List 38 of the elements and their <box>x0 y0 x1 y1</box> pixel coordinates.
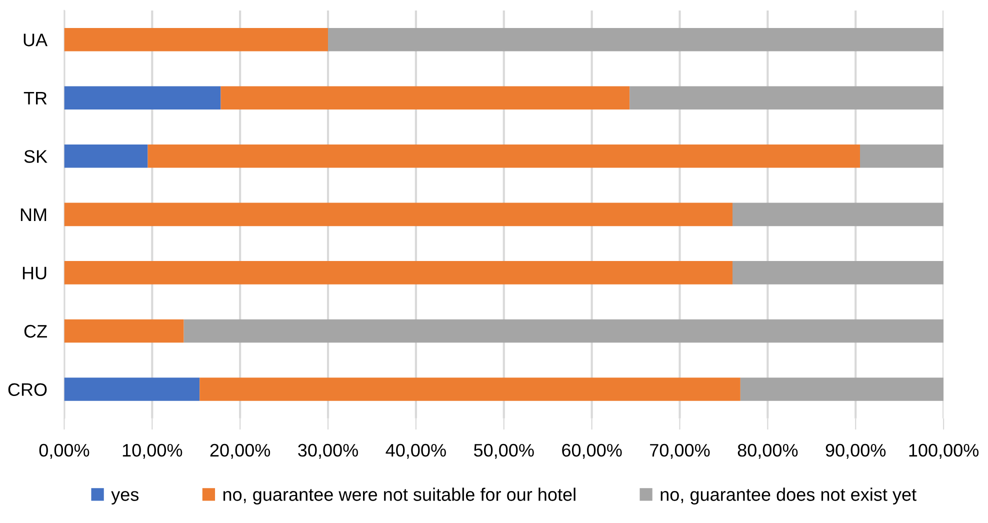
x-tick-label: 10,00% <box>122 444 182 459</box>
bar <box>148 144 860 168</box>
y-tick-label: CZ <box>24 324 47 338</box>
y-tick-label: CRO <box>8 383 47 396</box>
x-tick-label: 20,00% <box>210 444 270 459</box>
bar <box>732 261 944 284</box>
bar <box>64 86 221 110</box>
y-tick-label: TR <box>24 92 47 104</box>
bar <box>630 86 944 110</box>
x-tick-label: 80,00% <box>738 444 798 459</box>
bar <box>184 319 944 343</box>
x-tick-label: 40,00% <box>386 444 446 459</box>
x-tick-label: 100,00% <box>909 444 979 459</box>
x-tick-label: 60,00% <box>562 444 622 459</box>
bar <box>200 378 740 401</box>
bar <box>328 28 944 52</box>
y-tick-label: SK <box>24 150 48 163</box>
bar <box>64 144 148 168</box>
bar <box>220 86 630 110</box>
bar <box>732 202 944 226</box>
y-tick-label: UA <box>24 34 48 46</box>
x-tick-label: 70,00% <box>650 444 710 459</box>
y-tick-label: NM <box>20 208 46 221</box>
bar <box>860 144 944 168</box>
legend-label: no, guarantee does not exist yet <box>660 488 916 505</box>
legend-label: no, guarantee were not suitable for our hotel <box>223 488 576 505</box>
x-tick-label: 30,00% <box>298 444 358 459</box>
bar <box>64 28 328 52</box>
x-tick-label: 0,00% <box>39 444 90 459</box>
bar <box>64 202 733 226</box>
x-tick-label: 50,00% <box>474 444 534 459</box>
bar <box>740 378 944 401</box>
bar <box>64 319 184 343</box>
bar <box>64 261 733 284</box>
y-tick-label: HU <box>22 266 46 280</box>
legend-label: yes <box>111 491 139 505</box>
x-tick-label: 90,00% <box>826 444 886 459</box>
bar <box>64 378 200 401</box>
